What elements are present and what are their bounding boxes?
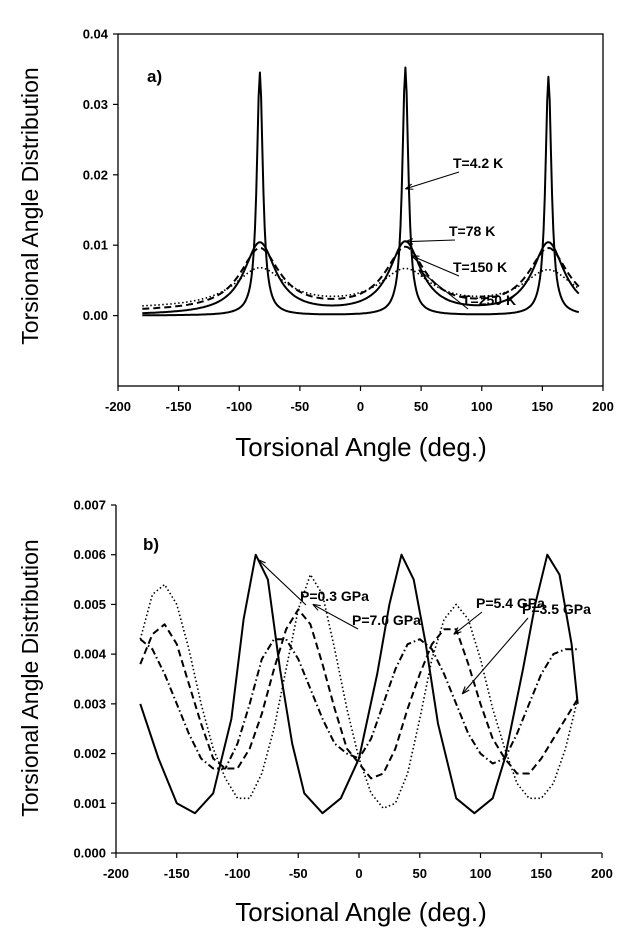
panel-a-y-axis-title: Torsional Angle Distribution [17, 67, 43, 344]
x-tick-label: 200 [592, 399, 614, 414]
annotation-arrowhead [411, 255, 420, 262]
panel-a-label: a) [147, 67, 162, 86]
x-tick-label: -100 [226, 399, 252, 414]
panel-a: 0.00 0.01 0.02 0.03 0.04 -200 -150 -100 -50 0 50 1… [17, 27, 614, 463]
series-line-p-0-3-gpa [139, 553, 579, 815]
y-tick-label: 0.007 [73, 498, 106, 513]
y-tick-label: 0.006 [73, 547, 106, 562]
x-tick-label: -100 [224, 866, 250, 881]
annotation-arrowhead [405, 238, 414, 245]
x-tick-label: -200 [105, 399, 131, 414]
x-tick-label: 50 [413, 866, 427, 881]
series-line-t-4-2-k [142, 66, 580, 317]
annotation-arrow [405, 171, 460, 190]
annotation-arrow [453, 611, 483, 635]
annotation-arrow [418, 269, 469, 310]
y-tick-label: 0.01 [83, 238, 108, 253]
y-tick-label: 0.000 [73, 846, 106, 861]
x-tick-label: 100 [470, 866, 492, 881]
x-tick-label: -150 [166, 399, 192, 414]
y-tick-label: 0.004 [73, 647, 106, 662]
annotation-label: P=7.0 GPa [352, 612, 421, 628]
series-line-t-150-k [142, 245, 580, 310]
y-tick-label: 0.00 [83, 308, 108, 323]
annotation-arrow [405, 239, 456, 243]
annotation-label: T=150 K [453, 259, 507, 275]
panel-b-y-ticks: 0.000 0.001 0.002 0.003 0.004 0.005 0.006 0.007 [73, 498, 116, 861]
y-tick-label: 0.02 [83, 167, 108, 182]
panel-a-annotations: T=4.2 K T=78 K T=150 K T=250 K [405, 155, 516, 310]
x-tick-label: -50 [290, 399, 309, 414]
y-tick-label: 0.03 [83, 97, 108, 112]
x-tick-label: 150 [530, 866, 552, 881]
x-tick-label: 0 [357, 399, 364, 414]
y-tick-label: 0.001 [73, 796, 106, 811]
annotation-label: T=4.2 K [453, 155, 503, 171]
annotation-label: P=5.4 GPa [476, 595, 545, 611]
x-tick-label: 100 [471, 399, 493, 414]
series-line-t-78-k [142, 240, 580, 315]
y-tick-label: 0.002 [73, 746, 106, 761]
x-tick-label: -200 [103, 866, 129, 881]
y-tick-label: 0.003 [73, 696, 106, 711]
panel-b-y-axis-title: Torsional Angle Distribution [17, 539, 43, 816]
panel-a-plot-frame [117, 33, 604, 387]
x-tick-label: 50 [414, 399, 428, 414]
y-tick-label: 0.005 [73, 597, 106, 612]
annotation-arrow [461, 617, 529, 695]
annotation-label: T=78 K [449, 223, 495, 239]
x-tick-label: -50 [289, 866, 308, 881]
series-line-p-3-5-gpa [139, 638, 578, 770]
panel-b-x-ticks: -200 -150 -100 -50 0 50 100 150 200 [103, 853, 613, 881]
annotation-arrowhead [257, 559, 266, 568]
x-tick-label: -150 [164, 866, 190, 881]
panel-a-x-ticks: -200 -150 -100 -50 0 50 100 150 200 [105, 386, 614, 414]
annotation-arrowhead [418, 269, 427, 277]
annotation-arrowhead [312, 603, 321, 611]
annotation-label: P=0.3 GPa [300, 588, 369, 604]
y-tick-label: 0.04 [83, 27, 109, 42]
annotation-arrowhead [405, 183, 414, 190]
panel-b-x-axis-title: Torsional Angle (deg.) [235, 897, 486, 927]
annotation-arrow [312, 603, 359, 630]
panel-a-x-axis-title: Torsional Angle (deg.) [235, 432, 486, 462]
panel-a-series [142, 66, 580, 317]
annotation-arrow [411, 255, 460, 277]
x-tick-label: 0 [355, 866, 362, 881]
panel-a-y-ticks: 0.00 0.01 0.02 0.03 0.04 [83, 27, 118, 323]
series-line-p-5-4-gpa [139, 608, 579, 780]
annotation-label: T=250 K [462, 292, 516, 308]
annotation-arrowhead [461, 686, 470, 695]
panel-b-series [139, 553, 579, 815]
annotation-arrowhead [453, 627, 462, 635]
annotation-label: P=3.5 GPa [522, 601, 591, 617]
x-tick-label: 200 [591, 866, 613, 881]
panel-b: 0.000 0.001 0.002 0.003 0.004 0.005 0.006 0.007… [17, 498, 613, 928]
x-tick-label: 150 [532, 399, 554, 414]
panel-b-label: b) [143, 535, 159, 554]
annotation-arrow [257, 559, 307, 606]
